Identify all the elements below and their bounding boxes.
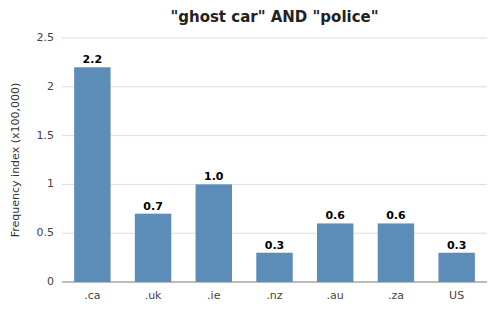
y-axis: 0 0.5 1 1.5 2 2.5 <box>37 31 488 288</box>
bar <box>378 223 414 282</box>
title: "ghost car" AND "police" <box>170 8 378 26</box>
bars <box>74 67 475 282</box>
y-tick-label: 2.5 <box>37 31 55 44</box>
data-label: 0.6 <box>325 209 345 222</box>
data-label: 0.3 <box>447 239 467 252</box>
x-tick-label: .nz <box>266 289 282 302</box>
y-tick-label: 0.5 <box>37 226 55 239</box>
chart-svg: 0 0.5 1 1.5 2 2.5 2.2 0.7 1.0 0.3 0.6 0.6 0.3 .ca .uk.… <box>0 0 501 316</box>
bar <box>196 184 232 282</box>
bar <box>135 214 171 282</box>
grid-line <box>62 135 487 136</box>
data-label: 0.3 <box>265 239 285 252</box>
x-tick-label: .uk <box>145 289 162 302</box>
bar <box>317 223 353 282</box>
x-axis-line <box>62 282 487 283</box>
bar <box>438 253 474 282</box>
x-axis: .ca .uk .ie .nz .au .za US <box>84 289 464 302</box>
page: {"chart_data": {"type": "bar", "title": … <box>0 0 501 316</box>
grid-line <box>62 86 487 87</box>
x-tick-label: .au <box>327 289 344 302</box>
grid-line <box>62 38 487 39</box>
x-tick-label: .za <box>388 289 404 302</box>
data-label: 0.7 <box>143 200 163 213</box>
chart-container: 0 0.5 1 1.5 2 2.5 2.2 0.7 1.0 0.3 0.6 0.6 0.3 .ca .uk.… <box>0 0 501 316</box>
grid-line <box>62 282 487 283</box>
data-label: 0.6 <box>386 209 406 222</box>
y-tick-label: 2 <box>47 80 54 93</box>
grid-line <box>62 184 487 185</box>
x-tick-label: US <box>449 289 464 302</box>
data-label: 2.2 <box>83 53 103 66</box>
x-tick-label: .ie <box>207 289 221 302</box>
x-tick-label: .ca <box>84 289 100 302</box>
bar <box>74 67 110 282</box>
y-tick-label: 1.5 <box>37 129 55 142</box>
data-labels: 2.2 0.7 1.0 0.3 0.6 0.6 0.3 <box>83 53 467 251</box>
data-label: 1.0 <box>204 170 224 183</box>
y-tick-label: 1 <box>47 177 54 190</box>
grid-line <box>62 233 487 234</box>
bar <box>256 253 292 282</box>
y-axis-label: Frequency index (x100,000) <box>9 83 22 238</box>
y-tick-label: 0 <box>47 275 54 288</box>
